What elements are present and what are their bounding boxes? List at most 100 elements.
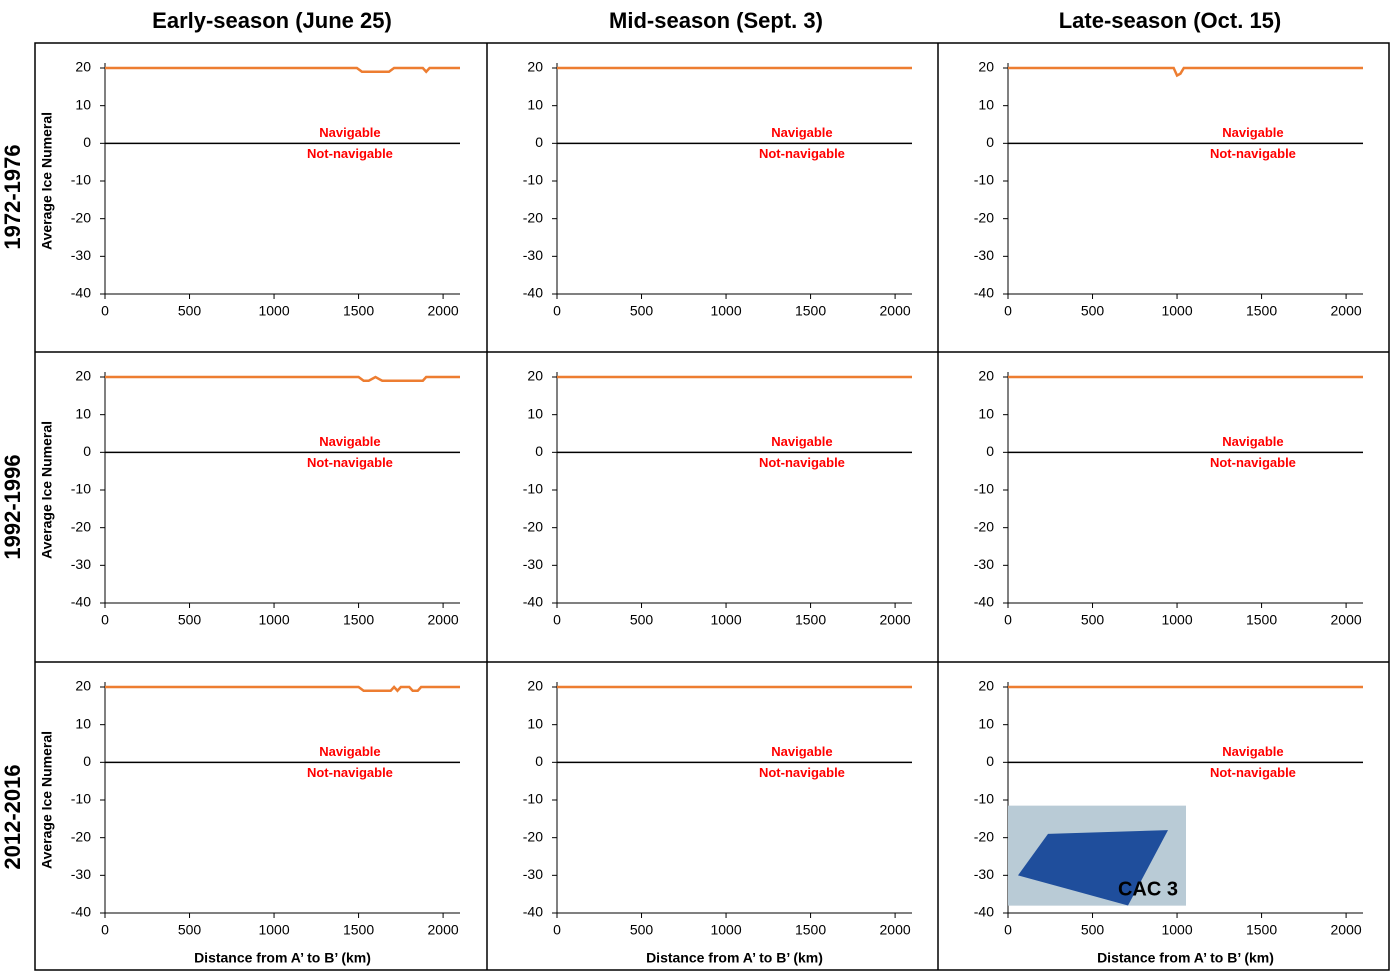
y-tick-label: 0 [83, 443, 91, 459]
y-tick-label: 10 [75, 715, 91, 731]
x-tick-label: 1500 [795, 303, 826, 319]
y-tick-label: 20 [527, 368, 543, 384]
x-axis-label: Distance from A’ to B’ (km) [1097, 950, 1274, 966]
x-tick-label: 1500 [795, 922, 826, 938]
x-tick-label: 1500 [1246, 922, 1277, 938]
y-tick-label: 0 [986, 443, 994, 459]
y-tick-label: -30 [523, 247, 543, 263]
x-tick-label: 500 [178, 922, 202, 938]
y-tick-label: 10 [527, 405, 543, 421]
series-line [105, 685, 460, 693]
annotation: Navigable [319, 434, 380, 449]
annotation: Navigable [771, 434, 832, 449]
x-tick-label: 2000 [1331, 612, 1362, 628]
y-tick-label: 20 [75, 368, 91, 384]
y-tick-label: -40 [974, 285, 994, 301]
annotation: Not-navigable [759, 455, 845, 470]
y-tick-label: 0 [535, 753, 543, 769]
y-tick-label: -10 [71, 791, 91, 807]
row-title: 2012-2016 [0, 764, 25, 869]
annotation: Navigable [1222, 125, 1283, 140]
x-tick-label: 500 [178, 303, 202, 319]
y-tick-label: -40 [71, 594, 91, 610]
x-tick-label: 1000 [258, 303, 289, 319]
y-tick-label: -30 [71, 247, 91, 263]
annotation: Not-navigable [307, 146, 393, 161]
x-tick-label: 0 [1004, 303, 1012, 319]
x-tick-label: 1000 [1161, 922, 1192, 938]
series-line [105, 66, 460, 74]
y-tick-label: -20 [523, 828, 543, 844]
x-tick-label: 0 [553, 922, 561, 938]
row-title: 1972-1976 [0, 144, 25, 249]
y-tick-label: -10 [523, 791, 543, 807]
ship [1018, 830, 1168, 906]
series-line [1008, 66, 1363, 78]
y-tick-label: -10 [974, 481, 994, 497]
y-tick-label: -40 [523, 285, 543, 301]
y-tick-label: -30 [523, 866, 543, 882]
x-tick-label: 1000 [710, 303, 741, 319]
x-tick-label: 1000 [710, 612, 741, 628]
x-tick-label: 1500 [795, 612, 826, 628]
x-tick-label: 500 [630, 922, 654, 938]
annotation: Navigable [319, 125, 380, 140]
y-tick-label: -20 [523, 209, 543, 225]
y-tick-label: -40 [71, 285, 91, 301]
x-tick-label: 1500 [343, 922, 374, 938]
y-tick-label: -10 [71, 172, 91, 188]
y-tick-label: 10 [75, 96, 91, 112]
y-axis-label: Average Ice Numeral [39, 421, 55, 559]
y-tick-label: 10 [978, 405, 994, 421]
y-tick-label: 20 [527, 59, 543, 75]
x-tick-label: 2000 [880, 303, 911, 319]
x-tick-label: 500 [630, 612, 654, 628]
y-tick-label: -30 [974, 866, 994, 882]
y-tick-label: -20 [71, 209, 91, 225]
x-tick-label: 1000 [1161, 612, 1192, 628]
y-tick-label: -10 [523, 172, 543, 188]
x-tick-label: 1000 [258, 612, 289, 628]
series-line [105, 375, 460, 383]
column-title: Early-season (June 25) [152, 8, 392, 33]
y-tick-label: 0 [83, 753, 91, 769]
annotation: Not-navigable [307, 765, 393, 780]
annotation: Navigable [771, 744, 832, 759]
annotation: Not-navigable [307, 455, 393, 470]
y-tick-label: -20 [974, 209, 994, 225]
y-tick-label: -30 [71, 866, 91, 882]
y-tick-label: 10 [527, 96, 543, 112]
y-tick-label: -30 [71, 556, 91, 572]
x-tick-label: 0 [101, 612, 109, 628]
y-tick-label: -40 [523, 904, 543, 920]
x-tick-label: 500 [178, 612, 202, 628]
y-tick-label: -10 [974, 791, 994, 807]
x-tick-label: 1500 [1246, 612, 1277, 628]
y-tick-label: 10 [978, 96, 994, 112]
x-tick-label: 2000 [428, 303, 459, 319]
y-tick-label: -40 [974, 904, 994, 920]
annotation: Navigable [771, 125, 832, 140]
x-tick-label: 2000 [880, 922, 911, 938]
y-tick-label: -40 [71, 904, 91, 920]
y-tick-label: -20 [71, 518, 91, 534]
annotation: Navigable [1222, 744, 1283, 759]
y-tick-label: 10 [978, 715, 994, 731]
annotation: Not-navigable [1210, 455, 1296, 470]
annotation: Not-navigable [1210, 765, 1296, 780]
y-tick-label: -30 [523, 556, 543, 572]
y-tick-label: -10 [974, 172, 994, 188]
inset-label: CAC 3 [1118, 879, 1178, 901]
x-tick-label: 1500 [343, 303, 374, 319]
x-tick-label: 0 [1004, 612, 1012, 628]
y-tick-label: 0 [986, 753, 994, 769]
y-tick-label: 20 [527, 678, 543, 694]
x-tick-label: 2000 [880, 612, 911, 628]
y-tick-label: 0 [986, 134, 994, 150]
row-title: 1992-1996 [0, 454, 25, 559]
y-tick-label: -10 [71, 481, 91, 497]
y-tick-label: -20 [523, 518, 543, 534]
x-tick-label: 500 [1081, 612, 1105, 628]
x-tick-label: 2000 [1331, 922, 1362, 938]
